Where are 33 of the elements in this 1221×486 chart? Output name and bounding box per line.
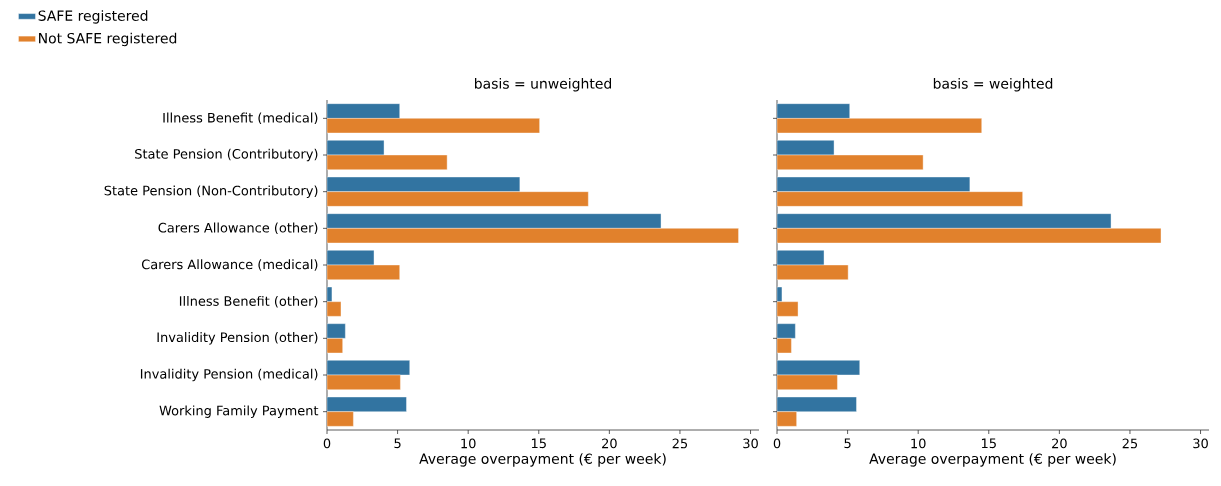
x-tick-label: 20 (1052, 438, 1067, 449)
y-tick-label: State Pension (Contributory) (135, 148, 318, 162)
y-tick-label: Invalidity Pension (other) (157, 332, 318, 345)
bar (327, 411, 354, 427)
x-tick-label: 25 (672, 438, 688, 449)
y-tick-label: Illness Benefit (medical) (163, 112, 318, 125)
y-tick-label: State Pension (Non-Contributory) (104, 185, 318, 198)
x-tick-label: 15 (981, 438, 996, 449)
y-tick-label: Working Family Payment (159, 405, 319, 418)
chart-title: basis = weighted (933, 78, 1053, 92)
y-tick-label: Carers Allowance (other) (158, 222, 318, 235)
x-tick-label: 15 (531, 438, 546, 449)
x-tick-label: 5 (844, 438, 851, 449)
x-tick-label: 25 (1122, 438, 1138, 449)
x-tick-label: 30 (1193, 438, 1208, 449)
x-axis-title: Average overpayment (€ per week) (869, 453, 1116, 467)
bar (327, 103, 400, 119)
y-tick-label: Illness Benefit (other) (179, 295, 318, 308)
bar (327, 191, 589, 207)
y-tick-label: Invalidity Pension (medical) (140, 368, 318, 382)
x-tick-label: 0 (773, 438, 781, 449)
x-tick-label: 5 (394, 438, 401, 449)
x-tick-label: 10 (911, 438, 926, 449)
x-tick-label: 0 (323, 438, 331, 449)
chart-title: basis = unweighted (475, 78, 611, 92)
y-tick-label: Carers Allowance (medical) (141, 259, 318, 271)
bar (327, 213, 662, 229)
x-tick-label: 20 (602, 438, 617, 449)
legend-label: Not SAFE registered (39, 32, 177, 47)
x-tick-label: 10 (461, 438, 476, 449)
x-axis-title: Average overpayment (€ per week) (419, 453, 666, 467)
x-tick-label: 30 (743, 438, 758, 449)
legend-label: SAFE registered (38, 10, 148, 24)
